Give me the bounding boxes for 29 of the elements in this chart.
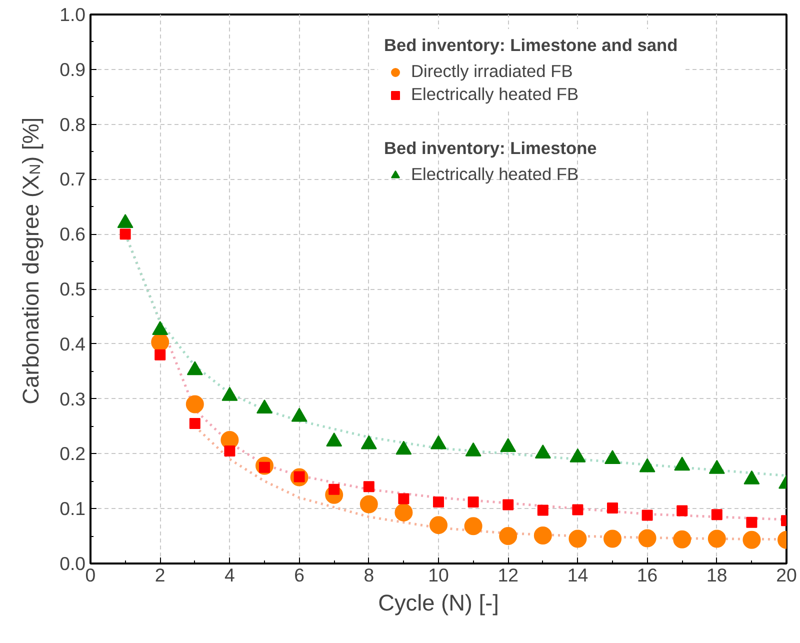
x-tick-label: 20: [776, 564, 797, 586]
x-tick-label: 18: [706, 564, 728, 586]
y-tick-label: 0.7: [60, 168, 86, 190]
y-tick-label: 0.9: [60, 58, 86, 80]
legend-title: Bed inventory: Limestone and sand: [384, 35, 678, 56]
x-tick-label: 16: [636, 564, 658, 586]
y-tick-label: 0.6: [60, 224, 86, 245]
annotation: Bed inventory: Limestone: [384, 138, 597, 159]
y-tick-label: 0.3: [60, 388, 86, 410]
y-tick-label: 0.8: [60, 114, 86, 135]
x-tick-label: 8: [364, 564, 374, 586]
y-tick-label: 0.4: [60, 333, 86, 354]
y-axis-title: Carbonation degree (XN) [%]: [18, 117, 44, 404]
x-tick-label: 4: [224, 564, 235, 586]
y-tick-label: 0.2: [60, 443, 86, 464]
x-tick-label: 10: [428, 564, 449, 586]
x-tick-label: 0: [85, 564, 96, 586]
y-tick-label: 1.0: [60, 4, 86, 25]
x-axis-title: Cycle (N) [-]: [378, 590, 499, 616]
legend-label: Directly irradiated FB: [411, 61, 573, 82]
x-tick-label: 12: [498, 564, 518, 586]
x-tick-label: 6: [294, 564, 305, 586]
x-tick-label: 2: [154, 564, 166, 586]
legend-label: Electrically heated FB: [411, 164, 579, 185]
y-tick-label: 0.5: [60, 278, 86, 300]
x-tick-label: 14: [567, 564, 588, 586]
legend-label: Electrically heated FB: [411, 84, 579, 105]
y-tick-label: 0.1: [60, 498, 86, 520]
y-tick-label: 0.0: [60, 553, 86, 574]
